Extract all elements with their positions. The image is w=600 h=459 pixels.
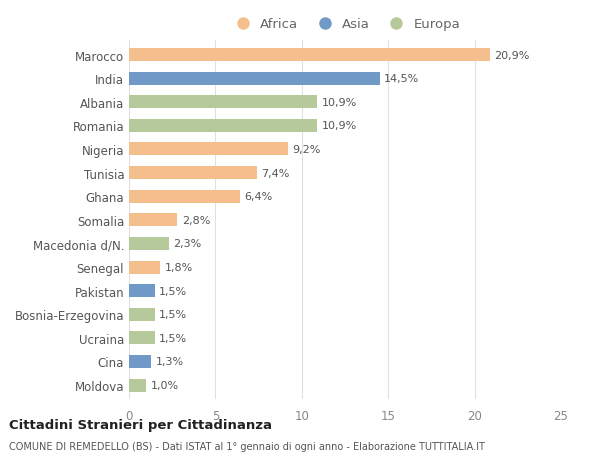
Text: 2,8%: 2,8% [182, 215, 210, 225]
Bar [129, 355, 151, 368]
Bar [129, 73, 380, 85]
Text: 10,9%: 10,9% [322, 121, 357, 131]
Text: 1,5%: 1,5% [159, 333, 187, 343]
Text: 1,5%: 1,5% [159, 286, 187, 296]
Bar [129, 190, 239, 203]
Bar [129, 308, 155, 321]
Bar [129, 214, 178, 227]
Text: COMUNE DI REMEDELLO (BS) - Dati ISTAT al 1° gennaio di ogni anno - Elaborazione : COMUNE DI REMEDELLO (BS) - Dati ISTAT al… [9, 441, 485, 451]
Text: Cittadini Stranieri per Cittadinanza: Cittadini Stranieri per Cittadinanza [9, 418, 272, 431]
Text: 10,9%: 10,9% [322, 98, 357, 107]
Text: 1,8%: 1,8% [164, 263, 193, 273]
Bar [129, 285, 155, 297]
Text: 1,0%: 1,0% [151, 380, 179, 390]
Legend: Africa, Asia, Europa: Africa, Asia, Europa [230, 18, 460, 31]
Bar [129, 49, 490, 62]
Text: 7,4%: 7,4% [261, 168, 290, 178]
Text: 14,5%: 14,5% [384, 74, 419, 84]
Bar [129, 237, 169, 250]
Bar [129, 96, 317, 109]
Text: 1,3%: 1,3% [156, 357, 184, 367]
Text: 2,3%: 2,3% [173, 239, 202, 249]
Text: 20,9%: 20,9% [494, 50, 530, 61]
Text: 6,4%: 6,4% [244, 192, 272, 202]
Text: 1,5%: 1,5% [159, 309, 187, 319]
Bar [129, 331, 155, 345]
Bar [129, 379, 146, 392]
Bar [129, 261, 160, 274]
Bar [129, 143, 288, 156]
Bar [129, 167, 257, 179]
Text: 9,2%: 9,2% [292, 145, 320, 155]
Bar [129, 120, 317, 133]
